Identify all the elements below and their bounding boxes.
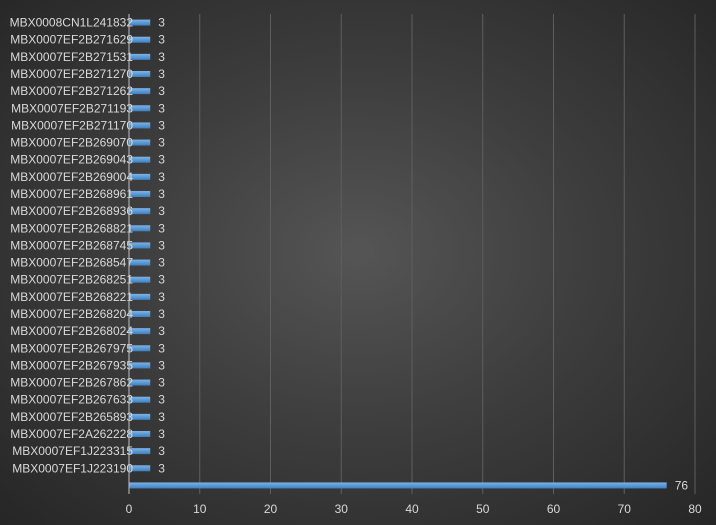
category-label: MBX0007EF2B271262: [10, 84, 133, 98]
category-label: MBX0007EF2B267633: [10, 393, 133, 407]
bar: [129, 71, 151, 77]
x-tick-label: 80: [688, 502, 702, 516]
category-label: MBX0007EF1J223190: [12, 461, 133, 475]
bar: [129, 36, 151, 43]
bar: [129, 345, 151, 352]
bar: [129, 191, 151, 197]
data-label: 3: [158, 290, 165, 304]
category-label: MBX0007EF2B267862: [10, 376, 133, 390]
data-label: 3: [158, 84, 165, 98]
data-label: 3: [158, 50, 165, 64]
bars: [129, 19, 667, 489]
category-label: MBX0007EF2A262228: [10, 427, 133, 441]
bar: [129, 431, 151, 437]
data-label: 3: [158, 393, 165, 407]
data-label: 3: [158, 187, 165, 201]
data-label: 3: [158, 410, 165, 424]
data-label: 76: [675, 478, 689, 492]
data-label: 3: [158, 67, 165, 81]
data-label: 3: [158, 16, 165, 30]
category-label: MBX0007EF2B271193: [11, 101, 133, 115]
category-label: MBX0007EF1J223315: [12, 444, 133, 458]
category-label: MBX0007EF2B268251: [10, 273, 133, 287]
category-label: MBX0007EF2B269070: [10, 136, 133, 150]
category-label: MBX0007EF2B268547: [10, 256, 133, 270]
bar: [129, 242, 151, 249]
bar: [129, 276, 151, 283]
data-label: 3: [158, 153, 165, 167]
bar: [129, 362, 151, 369]
category-label: MBX0008CN1L241832: [10, 16, 134, 30]
category-label: MBX0007EF2B268204: [10, 307, 133, 321]
bar: [129, 379, 151, 386]
x-tick-label: 30: [335, 502, 349, 516]
data-label: 3: [158, 170, 165, 184]
category-label: MBX0007EF2B271629: [10, 33, 133, 47]
data-label: 3: [158, 341, 165, 355]
data-label: 3: [158, 101, 165, 115]
category-label: MBX0007EF2B265893: [10, 410, 133, 424]
bar: [129, 53, 151, 60]
data-label: 3: [158, 461, 165, 475]
data-label: 3: [158, 204, 165, 218]
data-label: 3: [158, 324, 165, 338]
category-label: MBX0007EF2B268024: [10, 324, 133, 338]
data-label: 3: [158, 427, 165, 441]
bar: [129, 448, 151, 455]
category-label: MBX0007EF2B269043: [10, 153, 133, 167]
bar: [129, 208, 151, 215]
bar: [129, 482, 667, 489]
x-tick-label: 40: [405, 502, 419, 516]
bar: [129, 173, 151, 180]
data-label: 3: [158, 221, 165, 235]
data-label: 3: [158, 33, 165, 47]
bar: [129, 413, 151, 420]
data-label: 3: [158, 136, 165, 150]
category-label: MBX0007EF2B267975: [10, 341, 133, 355]
category-label: MBX0007EF2B268936: [10, 204, 133, 218]
bar: [129, 139, 151, 146]
bar: [129, 259, 151, 266]
category-label: MBX0007EF2B271170: [11, 118, 133, 132]
x-tick-label: 50: [476, 502, 490, 516]
data-label: 3: [158, 238, 165, 252]
x-tick-label: 10: [193, 502, 207, 516]
category-label: MBX0007EF2B268961: [10, 187, 133, 201]
category-label: MBX0007EF2B271270: [10, 67, 133, 81]
bar: [129, 105, 151, 112]
data-label: 3: [158, 256, 165, 270]
x-tick-label: 0: [126, 502, 133, 516]
x-tick-label: 70: [618, 502, 632, 516]
category-label: MBX0007EF2B269004: [10, 170, 133, 184]
bar: [129, 465, 151, 472]
category-label: MBX0007EF2B268821: [10, 221, 133, 235]
data-label: 3: [158, 358, 165, 372]
labels: 0 10 20 30 40 50 60 70 80 MBX0008CN1L241832 3 MBX00…: [10, 16, 702, 516]
bar: [129, 293, 151, 300]
data-label: 3: [158, 376, 165, 390]
bar: [129, 225, 151, 232]
bar: [129, 396, 151, 403]
data-label: 3: [158, 444, 165, 458]
gridlines: [199, 14, 696, 494]
category-label: MBX0007EF2B271531: [10, 50, 133, 64]
bar: [129, 328, 151, 335]
bar: [129, 88, 151, 95]
category-label: MBX0007EF2B268745: [10, 238, 133, 252]
bar: [129, 156, 151, 163]
category-label: MBX0007EF2B268221: [10, 290, 133, 304]
x-tick-label: 60: [547, 502, 561, 516]
data-label: 3: [158, 118, 165, 132]
bar: [129, 122, 151, 129]
category-label: MBX0007EF2B267935: [10, 358, 133, 372]
x-tick-label: 20: [264, 502, 278, 516]
data-label: 3: [158, 273, 165, 287]
bar: [129, 311, 151, 317]
bar: [129, 19, 151, 26]
data-label: 3: [158, 307, 165, 321]
